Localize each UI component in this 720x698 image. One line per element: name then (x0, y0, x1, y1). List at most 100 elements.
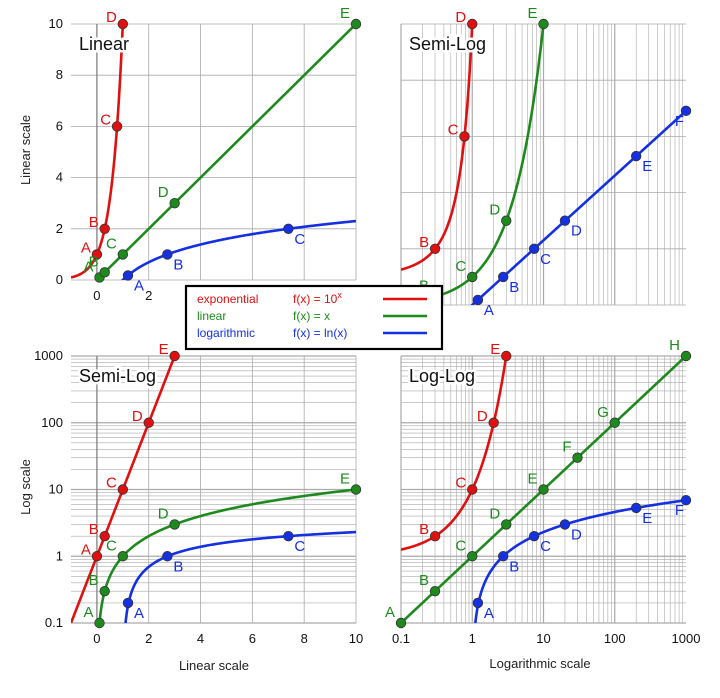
point-label-exponential-B: B (89, 521, 99, 538)
point-label-logarithmic-B: B (173, 558, 183, 575)
point-label-linear-A: A (83, 258, 93, 275)
legend-box (184, 284, 444, 351)
y-tick-label: 0.1 (45, 615, 63, 630)
point-label-logarithmic-C: C (540, 538, 551, 555)
point-label-exponential-C: C (455, 475, 466, 492)
point-logarithmic-D (559, 215, 571, 226)
legend: exponential f(x) = 10x linear f(x) = x l… (184, 284, 444, 351)
point-label-logarithmic-A: A (484, 605, 494, 622)
legend-formula-exponential: f(x) = 10x (293, 290, 342, 306)
point-linear-D (501, 519, 512, 530)
point-label-linear-B: B (89, 572, 99, 589)
y-tick-label: 4 (56, 170, 63, 185)
point-label-linear-H: H (669, 337, 680, 354)
point-label-exponential-C: C (448, 121, 459, 138)
panel-grid (400, 23, 686, 306)
point-label-logarithmic-B: B (173, 256, 183, 273)
point-logarithmic-B (498, 271, 509, 283)
point-label-linear-D: D (489, 202, 500, 219)
point-label-linear-D: D (158, 184, 169, 201)
point-label-logarithmic-D: D (571, 223, 582, 240)
point-logarithmic-C (283, 223, 294, 235)
point-exponential-B (429, 243, 441, 255)
point-linear-H (680, 350, 692, 362)
point-label-linear-D: D (489, 505, 500, 522)
point-label-linear-C: C (106, 537, 117, 554)
point-label-linear-A: A (83, 604, 93, 621)
point-exponential-D (143, 417, 154, 428)
point-exponential-B (429, 530, 441, 542)
point-linear-D (169, 519, 180, 530)
point-exponential-C (117, 484, 129, 495)
point-label-exponential-A: A (81, 541, 91, 558)
y-tick-label: 10 (49, 16, 63, 31)
point-linear-D (169, 197, 180, 209)
point-logarithmic-B (162, 249, 173, 260)
point-linear-C (117, 551, 129, 562)
point-logarithmic-B (162, 551, 173, 562)
series-line-logarithmic (474, 498, 686, 623)
panel-title: Linear (79, 34, 129, 54)
point-exponential-A (91, 249, 103, 260)
point-label-linear-E: E (527, 471, 537, 488)
point-label-exponential-C: C (100, 111, 111, 128)
point-label-linear-C: C (106, 235, 117, 252)
point-label-linear-D: D (158, 505, 169, 522)
point-label-exponential-C: C (106, 475, 117, 492)
legend-entry-exponential: exponential f(x) = 10x (197, 290, 427, 306)
legend-label-exponential: exponential (197, 292, 258, 306)
point-logarithmic-E (630, 502, 642, 514)
x-tick-label: 0.1 (392, 631, 410, 646)
legend-formula-linear: f(x) = x (293, 309, 330, 323)
point-label-linear-E: E (340, 5, 350, 22)
series-line-linear (98, 488, 356, 623)
point-linear-A (94, 617, 105, 629)
point-exponential-E (169, 350, 180, 362)
point-label-logarithmic-F: F (675, 113, 684, 130)
point-logarithmic-C (528, 243, 540, 255)
point-exponential-D (488, 417, 499, 428)
point-linear-G (609, 417, 620, 428)
y-tick-label: 100 (41, 415, 63, 430)
x-axis-title-left: Linear scale (179, 658, 249, 673)
point-exponential-C (459, 131, 470, 142)
point-logarithmic-E (630, 150, 642, 162)
point-exponential-C (467, 484, 478, 495)
point-label-exponential-B: B (89, 214, 99, 231)
panel-title: Semi-Log (79, 366, 156, 386)
panel-2: BCDBCDEABCDEFSemi-Log (400, 5, 692, 319)
x-tick-label: 6 (249, 631, 256, 646)
point-linear-E (350, 484, 362, 495)
point-linear-B (99, 267, 110, 278)
point-exponential-A (91, 551, 103, 562)
point-linear-F (572, 452, 583, 463)
point-linear-B (99, 585, 110, 597)
point-exponential-B (99, 530, 110, 542)
point-label-linear-F: F (562, 439, 571, 456)
point-linear-E (538, 18, 549, 30)
x-tick-label: 4 (197, 631, 204, 646)
legend-entry-linear: linear f(x) = x (197, 309, 427, 323)
y-tick-label: 0 (56, 272, 63, 287)
y-axis-title-bottom: Log scale (18, 459, 33, 515)
point-linear-A (395, 617, 407, 629)
y-tick-label: 1 (56, 548, 63, 563)
panel-4: B C D E A B C D E F G H A B C D E F Log-Log 0.1 1 10 100 1000 (385, 337, 700, 646)
point-label-exponential-D: D (106, 9, 117, 26)
series-line-logarithmic (124, 530, 356, 623)
point-label-exponential-E: E (159, 341, 169, 358)
point-logarithmic-A (472, 294, 484, 306)
x-tick-label: 0 (93, 631, 100, 646)
panel-points: B C D E A B C D E F G H A B C D E F (385, 337, 692, 629)
point-exponential-B (99, 223, 110, 235)
point-linear-D (501, 215, 512, 226)
point-logarithmic-A (122, 270, 134, 281)
point-label-exponential-D: D (455, 9, 466, 26)
point-label-linear-C: C (455, 537, 466, 554)
point-label-linear-A: A (385, 604, 395, 621)
legend-formula-logarithmic: f(x) = ln(x) (293, 326, 347, 340)
panel-curves (71, 24, 356, 280)
